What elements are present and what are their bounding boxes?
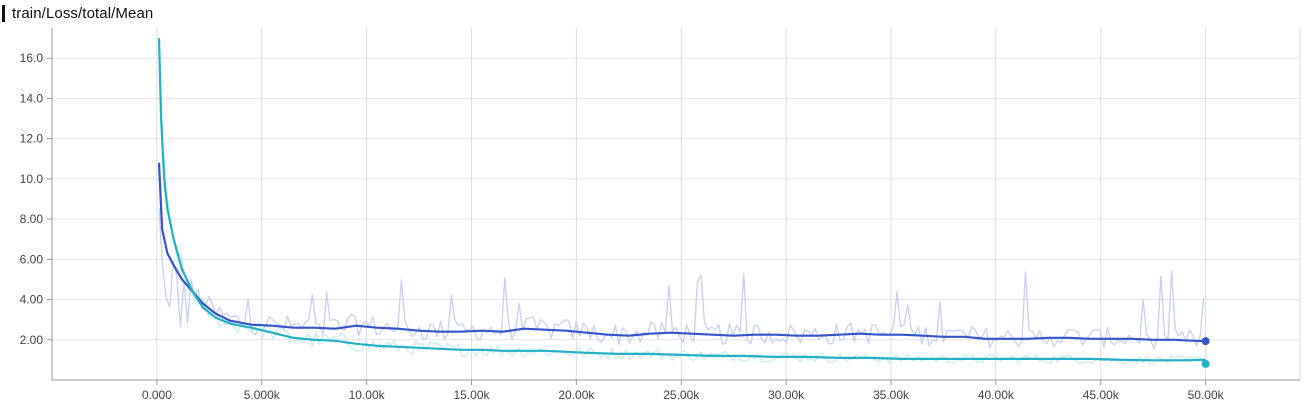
series-end-marker: [1202, 337, 1210, 345]
x-tick-label: 10.00k: [349, 388, 386, 402]
smoothed-series-layer: [159, 38, 1210, 368]
x-tick-label: 35.00k: [873, 388, 910, 402]
y-tick-label: 14.0: [20, 91, 44, 105]
smoothed-series-line: [159, 38, 1206, 360]
x-tick-label: 0.000: [142, 388, 172, 402]
tick-labels: 0.000 5.000k 10.00k 15.00k 20.00k 25.00k 30.00…: [20, 51, 1225, 402]
y-tick-label: 6.00: [20, 252, 44, 266]
y-tick-label: 4.00: [20, 293, 44, 307]
y-tick-label: 12.0: [20, 132, 44, 146]
x-tick-label: 40.00k: [978, 388, 1015, 402]
x-tick-label: 20.00k: [558, 388, 595, 402]
x-tick-label: 15.00k: [453, 388, 490, 402]
y-tick-label: 2.00: [20, 333, 44, 347]
y-tick-label: 16.0: [20, 51, 44, 65]
x-tick-label: 45.00k: [1083, 388, 1120, 402]
x-tick-label: 30.00k: [768, 388, 805, 402]
x-tick-label: 50.00k: [1188, 388, 1225, 402]
y-tick-label: 8.00: [20, 212, 44, 226]
series-end-marker: [1202, 360, 1210, 368]
smoothed-series-line: [159, 163, 1206, 341]
y-tick-label: 10.0: [20, 172, 44, 186]
x-tick-label: 25.00k: [663, 388, 700, 402]
axes: [47, 28, 1300, 385]
x-tick-label: 5.000k: [244, 388, 281, 402]
